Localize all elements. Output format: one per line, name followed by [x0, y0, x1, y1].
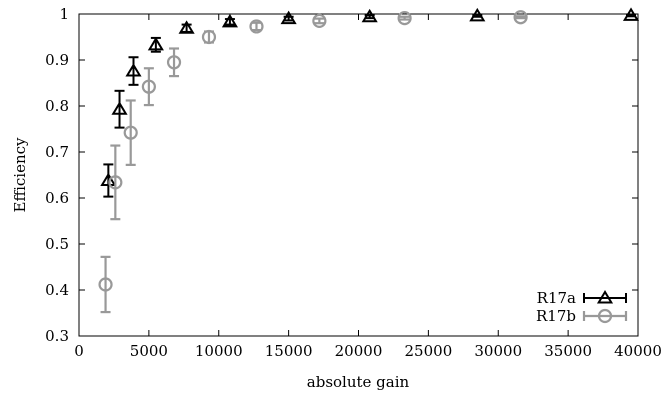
series-layer [98, 7, 640, 314]
data-point [622, 7, 640, 21]
legend-marker-R17a [596, 290, 614, 304]
data-point [111, 101, 128, 115]
series-R17b [98, 10, 528, 314]
data-point [280, 10, 297, 25]
x-tick-label: 35000 [544, 342, 592, 360]
y-axis-title: Efficiency [11, 137, 29, 213]
x-tick-label: 5000 [130, 342, 168, 360]
plot-frame [78, 13, 639, 337]
y-tick-label: 1 [59, 5, 69, 23]
data-point [100, 172, 117, 187]
data-point [249, 19, 264, 34]
legend-marker-R17b [597, 308, 613, 324]
data-point [221, 13, 238, 28]
y-tick-label: 0.5 [45, 235, 69, 253]
data-point [147, 36, 164, 51]
x-axis-title: absolute gain [307, 373, 410, 391]
legend-label-R17a: R17a [537, 289, 576, 307]
x-tick-label: 15000 [265, 342, 313, 360]
x-tick-label: 0 [74, 342, 84, 360]
y-tick-label: 0.4 [45, 281, 69, 299]
axis-ticks [78, 13, 639, 337]
data-point [201, 29, 217, 45]
x-tick-label: 10000 [195, 342, 243, 360]
data-point [361, 8, 378, 23]
data-point [178, 20, 195, 34]
y-tick-label: 0.3 [45, 327, 69, 345]
y-tick-label: 0.7 [45, 143, 69, 161]
data-point [125, 63, 142, 77]
data-point [312, 13, 327, 28]
data-point [98, 277, 113, 292]
x-tick-label: 40000 [614, 342, 662, 360]
y-tick-label: 0.8 [45, 97, 69, 115]
data-point [469, 7, 486, 22]
series-R17a [100, 7, 640, 198]
data-point [123, 125, 138, 140]
y-tick-label: 0.9 [45, 51, 69, 69]
legend-label-R17b: R17b [536, 307, 576, 325]
data-point [397, 11, 412, 26]
data-point [141, 79, 156, 94]
data-point [166, 55, 182, 70]
data-point [513, 10, 528, 25]
data-point [108, 175, 123, 190]
x-tick-label: 25000 [405, 342, 453, 360]
x-tick-label: 30000 [474, 342, 522, 360]
x-tick-label: 20000 [335, 342, 383, 360]
tick-labels: 0 5000 10000 15000 20000 25000 30000 35000 40000… [45, 5, 662, 360]
y-tick-label: 0.6 [45, 189, 69, 207]
